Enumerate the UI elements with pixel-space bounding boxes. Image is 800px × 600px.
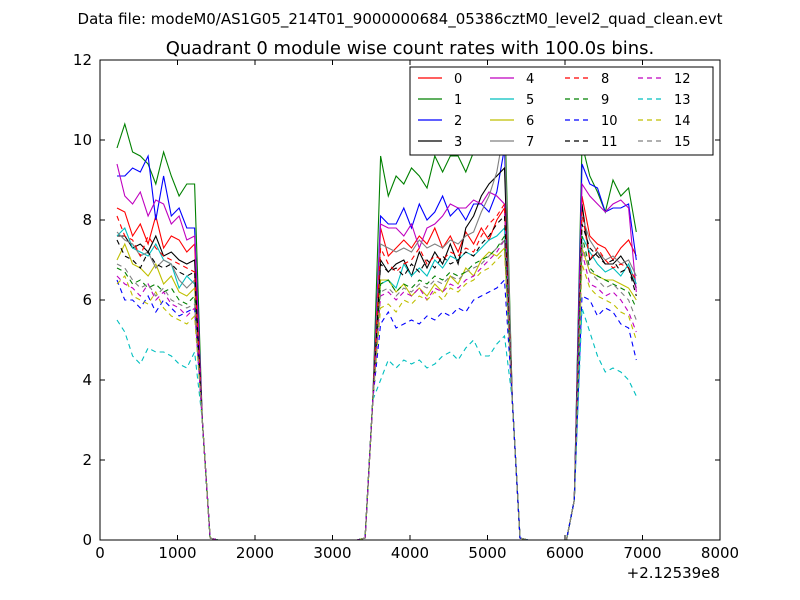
y-tick-label: 6: [82, 291, 92, 309]
x-tick-label: 1000: [158, 544, 196, 562]
x-tick-label: 8000: [701, 544, 739, 562]
legend-label-4: 4: [526, 72, 534, 87]
y-tick-label: 8: [82, 211, 92, 229]
x-tick-label: 2000: [236, 544, 274, 562]
x-tick-label: 5000: [468, 544, 506, 562]
plot-lines: [116, 102, 637, 541]
x-tick-label: 6000: [546, 544, 584, 562]
x-tick-label: 0: [95, 544, 105, 562]
y-tick-label: 10: [73, 131, 92, 149]
legend-label-2: 2: [454, 114, 462, 129]
x-axis: 0 1000 2000 3000 4000 5000 6000 7000 8000: [95, 60, 739, 562]
legend-label-9: 9: [601, 93, 609, 108]
legend-label-13: 13: [674, 93, 691, 108]
y-tick-label: 4: [82, 371, 92, 389]
x-offset-text: +2.12539e8: [627, 564, 720, 582]
y-tick-label: 2: [82, 451, 92, 469]
legend-box: [409, 66, 714, 156]
legend-label-0: 0: [454, 72, 462, 87]
legend-label-5: 5: [526, 93, 534, 108]
x-tick-label: 4000: [391, 544, 429, 562]
legend-label-6: 6: [526, 114, 534, 129]
legend-label-14: 14: [674, 114, 691, 129]
legend-label-11: 11: [601, 135, 618, 150]
legend-label-7: 7: [526, 135, 534, 150]
legend-label-8: 8: [601, 72, 609, 87]
legend-label-10: 10: [601, 114, 618, 129]
legend-label-3: 3: [454, 135, 462, 150]
chart-title: Quadrant 0 module wise count rates with …: [166, 38, 655, 59]
y-tick-label: 0: [82, 531, 92, 549]
y-tick-label: 12: [73, 51, 92, 69]
legend-label-1: 1: [454, 93, 462, 108]
legend-label-12: 12: [674, 72, 691, 87]
suptitle: Data file: modeM0/AS1G05_214T01_90000006…: [78, 10, 723, 29]
x-tick-label: 3000: [313, 544, 351, 562]
x-tick-label: 7000: [623, 544, 661, 562]
series-line-10: [116, 278, 637, 541]
legend-label-15: 15: [674, 135, 691, 150]
